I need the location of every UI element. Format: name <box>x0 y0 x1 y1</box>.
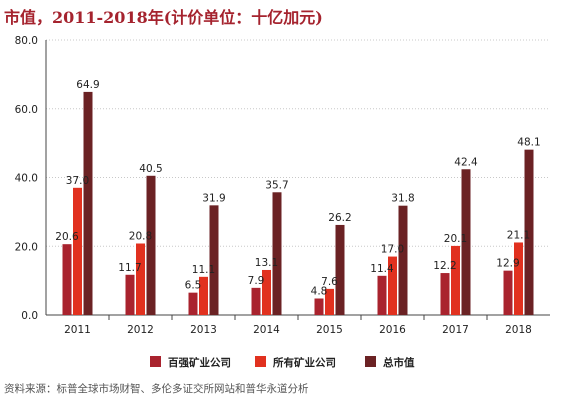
y-tick-label: 80.0 <box>15 35 38 47</box>
data-label: 4.8 <box>311 286 328 298</box>
x-tick-label: 2016 <box>379 324 406 336</box>
bar <box>524 149 534 315</box>
data-label: 11.4 <box>370 263 394 275</box>
data-label: 48.1 <box>517 137 540 149</box>
bar <box>335 224 345 315</box>
bar <box>188 292 198 315</box>
x-tick-label: 2014 <box>253 324 280 336</box>
bar <box>146 175 156 315</box>
data-label: 11.7 <box>118 262 141 274</box>
y-tick-label: 40.0 <box>15 173 38 185</box>
bar <box>73 187 82 315</box>
data-label: 6.5 <box>185 280 202 292</box>
data-label: 64.9 <box>76 79 99 91</box>
bar <box>125 274 135 315</box>
data-label: 40.5 <box>139 163 162 175</box>
source-note: 资料来源：标普全球市场财智、多伦多证交所网站和普华永道分析 <box>4 383 309 395</box>
bar <box>398 205 408 315</box>
data-label: 35.7 <box>265 179 288 191</box>
data-label: 12.2 <box>433 260 456 272</box>
y-tick-label: 20.0 <box>15 241 38 253</box>
x-tick-label: 2017 <box>442 324 469 336</box>
legend-swatch <box>365 356 376 367</box>
legend-swatch <box>150 356 161 367</box>
bar <box>440 273 450 315</box>
data-labels: 20.6 37.0 64.9 11.7 20.8 40.5 6.5 11.1 31.9 7.9 13… <box>55 79 540 298</box>
y-tick-label: 60.0 <box>15 104 38 116</box>
data-label: 20.6 <box>55 231 79 243</box>
data-label: 17.0 <box>381 244 404 256</box>
gridlines <box>46 39 550 247</box>
x-tick-label: 2015 <box>316 324 343 336</box>
chart-title: 市值，2011-2018年(计价单位：十亿加元) <box>4 8 323 27</box>
bar <box>377 275 387 315</box>
x-axis: 2011 2012 2013 2014 2015 2016 2017 2018 <box>46 314 550 336</box>
data-label: 13.1 <box>255 257 278 269</box>
bar <box>451 245 460 315</box>
bars <box>62 91 534 315</box>
data-label: 11.1 <box>192 264 215 276</box>
y-axis: 0.0 20.0 40.0 60.0 80.0 <box>15 35 47 322</box>
data-label: 21.1 <box>507 229 530 241</box>
bar <box>136 243 145 315</box>
legend-label: 百强矿业公司 <box>168 356 231 369</box>
bar <box>503 270 513 315</box>
legend-swatch <box>255 356 266 367</box>
x-tick-label: 2011 <box>64 324 91 336</box>
bar <box>314 298 324 315</box>
x-tick-label: 2018 <box>505 324 532 336</box>
x-tick-label: 2013 <box>190 324 217 336</box>
data-label: 42.4 <box>454 156 478 168</box>
bar <box>325 288 334 315</box>
bar <box>83 91 93 315</box>
bar <box>209 205 219 315</box>
bar <box>262 269 271 315</box>
data-label: 37.0 <box>66 175 89 187</box>
data-label: 20.8 <box>129 231 152 243</box>
x-tick-label: 2012 <box>127 324 154 336</box>
bar <box>199 276 208 315</box>
legend-label: 所有矿业公司 <box>273 356 336 369</box>
y-tick-label: 0.0 <box>21 310 38 322</box>
data-label: 31.9 <box>202 192 225 204</box>
bar <box>461 169 471 315</box>
data-label: 7.6 <box>321 276 338 288</box>
data-label: 26.2 <box>328 212 351 224</box>
bar <box>514 242 523 315</box>
data-label: 20.1 <box>444 233 467 245</box>
bar <box>62 244 72 315</box>
legend-label: 总市值 <box>383 356 415 369</box>
bar <box>388 256 397 315</box>
bar <box>251 287 261 315</box>
legend: 百强矿业公司 所有矿业公司 总市值 <box>150 356 415 369</box>
bar <box>272 192 282 315</box>
data-label: 31.8 <box>391 193 414 205</box>
data-label: 12.9 <box>496 258 519 270</box>
data-label: 7.9 <box>248 275 265 287</box>
